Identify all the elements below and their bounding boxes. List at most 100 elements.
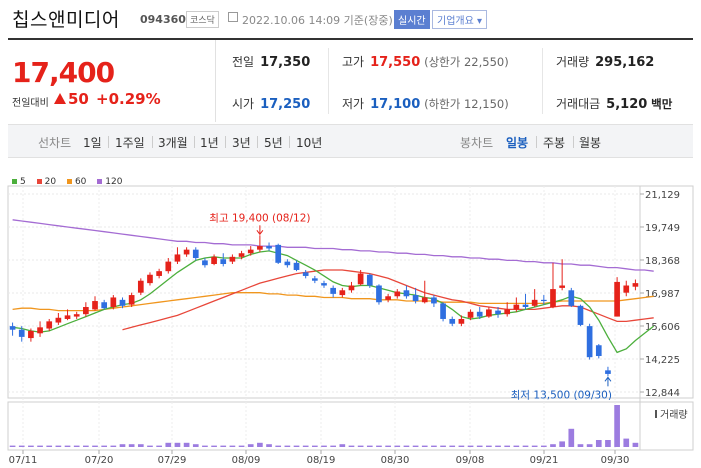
candle-body — [174, 254, 181, 262]
volume-bar — [348, 445, 355, 447]
volume-bar — [192, 444, 199, 447]
candle-body — [540, 299, 547, 302]
candle-body — [614, 281, 620, 317]
volume-bar — [247, 444, 254, 447]
ma20-line — [122, 269, 654, 331]
ma5-line — [12, 250, 655, 354]
x-tick-label: 08/19 — [307, 455, 336, 466]
current-price: 17,400 — [12, 56, 115, 89]
candle-body — [165, 261, 172, 272]
volume-bar — [110, 445, 117, 447]
candle-body — [348, 285, 355, 291]
candle-body — [476, 311, 483, 317]
volume-bar — [165, 442, 172, 447]
volume-bar — [9, 445, 16, 447]
candle-body — [284, 261, 291, 266]
volume-bar — [568, 428, 575, 447]
stock-header: 칩스앤미디어 094360 코스닥 2022.10.06 14:09 기준(장중… — [0, 0, 701, 38]
candle-body — [504, 309, 511, 315]
candle-body — [238, 253, 245, 257]
volume-bar — [339, 444, 346, 447]
company-info-button[interactable]: 기업개요 ▾ — [432, 10, 487, 29]
tab-daily[interactable]: 일봉 — [506, 136, 529, 150]
market-badge: 코스닥 — [186, 11, 219, 28]
volume-bar — [37, 445, 43, 447]
range-1d[interactable]: 1일 — [83, 136, 102, 150]
volume-bar — [46, 445, 53, 447]
candle-body — [421, 297, 428, 303]
range-3m[interactable]: 3개월 — [158, 136, 188, 150]
candle-body — [312, 278, 318, 281]
candle-body — [330, 287, 336, 294]
volume-bar — [330, 445, 336, 447]
open-stat: 시가 17,250 — [232, 95, 310, 112]
high-arrow-head — [256, 230, 264, 236]
candle-body — [513, 304, 520, 310]
volume-bar — [220, 445, 227, 447]
line-chart-label: 선차트 — [38, 136, 72, 150]
candle-body — [577, 305, 584, 325]
volume-bar — [18, 445, 25, 447]
low-value: 17,100 — [370, 97, 421, 112]
legend-ma20: 20 — [36, 177, 56, 187]
candle-body — [55, 317, 62, 323]
range-1w[interactable]: 1주일 — [115, 136, 145, 150]
volume-bar — [101, 445, 108, 447]
candle-body — [586, 326, 593, 358]
legend-ma60: 60 — [66, 177, 86, 187]
y-tick-label: 16,987 — [645, 289, 680, 300]
volume-bar — [64, 445, 71, 447]
calendar-icon — [228, 12, 238, 22]
candle-body — [64, 315, 71, 319]
volume-bar — [266, 444, 272, 447]
volume-bar — [449, 445, 456, 447]
volume-bar — [174, 442, 181, 447]
volume-bar — [238, 445, 245, 447]
volume-bar — [83, 445, 89, 447]
stats-divider — [328, 48, 329, 114]
prev-close-label: 전일 — [232, 55, 255, 69]
candle-body — [431, 297, 437, 304]
y-tick-label: 14,225 — [645, 355, 680, 366]
upper-limit: (상한가 22,550) — [424, 55, 509, 69]
candle-body — [9, 326, 16, 330]
price-plot-frame — [7, 185, 694, 399]
range-5y[interactable]: 5년 — [264, 136, 283, 150]
realtime-badge: 실시간 — [394, 10, 430, 29]
candle-body — [211, 256, 217, 264]
x-tick-label: 09/21 — [530, 455, 559, 466]
volume-bar — [595, 440, 602, 447]
volume-bar — [458, 445, 465, 447]
stats-divider — [542, 48, 543, 114]
candle-body — [321, 283, 327, 286]
range-1y[interactable]: 1년 — [200, 136, 219, 150]
tab-weekly[interactable]: 주봉 — [543, 136, 566, 150]
range-10y[interactable]: 10년 — [296, 136, 323, 150]
volume-bar — [147, 445, 153, 447]
candle-body — [128, 295, 135, 305]
tab-monthly[interactable]: 월봉 — [579, 136, 602, 150]
candle-body — [531, 299, 538, 306]
volume-bar — [229, 445, 236, 447]
high-stat: 고가 17,550 (상한가 22,550) — [342, 53, 509, 70]
x-tick-label: 07/11 — [9, 455, 38, 466]
volume-bar — [28, 445, 34, 447]
ma60-line — [12, 292, 654, 312]
candle-body — [595, 345, 602, 357]
high-value: 17,550 — [370, 55, 421, 70]
x-tick-label: 07/20 — [85, 455, 114, 466]
candle-body — [37, 327, 43, 334]
lower-limit: (하한가 12,150) — [424, 97, 509, 111]
candle-body — [550, 289, 556, 308]
ma-legend: 5 20 60 120 — [12, 177, 130, 187]
turnover-unit: 백만 — [651, 97, 673, 111]
range-3y[interactable]: 3년 — [232, 136, 251, 150]
volume-bar — [513, 445, 520, 447]
volume-bar — [312, 445, 318, 447]
volume-bar — [73, 445, 80, 447]
candle-body — [257, 246, 263, 250]
low-annotation: 최저 13,500 (09/30) — [511, 389, 612, 401]
candle-body — [605, 370, 611, 374]
volume-bar — [614, 405, 620, 447]
